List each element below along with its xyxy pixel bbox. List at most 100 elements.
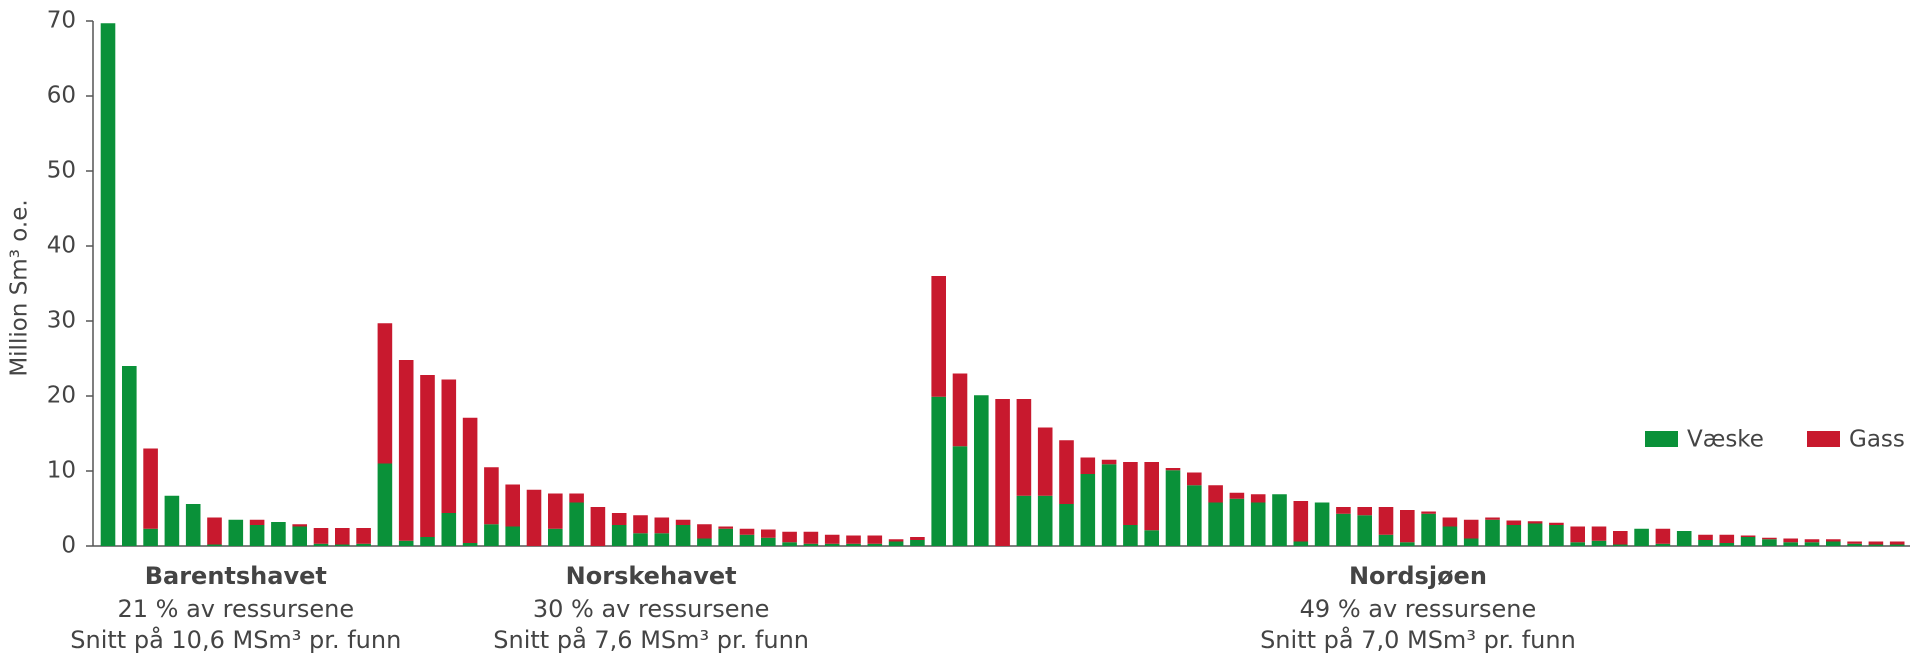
bar-segment bbox=[1485, 519, 1500, 546]
bar-segment bbox=[377, 463, 393, 546]
bar-segment bbox=[1016, 495, 1032, 546]
bar-segment bbox=[1336, 507, 1351, 514]
bar-segment bbox=[484, 524, 499, 546]
bar-segment bbox=[654, 533, 670, 546]
bar-segment bbox=[888, 539, 904, 542]
group-title: Nordsjøen bbox=[1349, 562, 1487, 590]
bar-segment bbox=[122, 366, 137, 546]
bar-segment bbox=[1421, 513, 1436, 546]
bar-segment bbox=[313, 528, 329, 544]
y-tick-label: 40 bbox=[47, 233, 76, 259]
bar-segment bbox=[739, 534, 755, 546]
bar-segment bbox=[782, 542, 797, 546]
group-note: Snitt på 7,0 MSm³ pr. funn bbox=[1260, 625, 1576, 654]
bar-segment bbox=[1400, 542, 1415, 546]
bar-segment bbox=[569, 493, 584, 503]
bar-segment bbox=[1570, 542, 1585, 546]
bar-segment bbox=[1570, 526, 1585, 543]
bar-segment bbox=[824, 534, 840, 544]
bar-segment bbox=[1400, 510, 1415, 543]
bar-segment bbox=[1506, 525, 1522, 546]
legend-label: Væske bbox=[1687, 427, 1764, 453]
bar-segment bbox=[1357, 515, 1372, 546]
bar-segment bbox=[718, 526, 733, 529]
bar-segment bbox=[1783, 538, 1798, 543]
bar-segment bbox=[164, 495, 180, 546]
bar-segment bbox=[1676, 531, 1692, 546]
bar-segment bbox=[1229, 498, 1245, 546]
bar-segment bbox=[611, 525, 627, 546]
bar-segment bbox=[1442, 526, 1458, 546]
bar-segment bbox=[995, 399, 1010, 546]
bar-segment bbox=[761, 537, 776, 546]
bar-segment bbox=[1037, 427, 1053, 496]
bar-segment bbox=[1549, 525, 1564, 546]
bar-segment bbox=[1889, 544, 1905, 546]
bar-segment bbox=[952, 373, 968, 447]
y-tick-label: 50 bbox=[47, 158, 76, 184]
bar-segment bbox=[1847, 543, 1862, 546]
bar-segment bbox=[249, 525, 265, 546]
bar-segment bbox=[377, 323, 393, 464]
bar-segment bbox=[1293, 501, 1309, 542]
bar-segment bbox=[654, 517, 670, 534]
bar-segment bbox=[867, 543, 883, 546]
bar-segment bbox=[1272, 494, 1287, 546]
bar-segment bbox=[228, 519, 244, 546]
bar-segment bbox=[1826, 539, 1841, 542]
bar-segment bbox=[143, 448, 158, 529]
bar-segment bbox=[1463, 538, 1479, 546]
group-note: 21 % av ressursene bbox=[118, 595, 355, 623]
bar-segment bbox=[143, 528, 158, 546]
bar-segment bbox=[931, 276, 946, 397]
bar-segment bbox=[207, 544, 222, 546]
bar-segment bbox=[1293, 541, 1309, 546]
bar-segment bbox=[1378, 507, 1394, 535]
bar-segment bbox=[1101, 464, 1117, 546]
y-tick-label: 30 bbox=[47, 308, 76, 334]
bar-segment bbox=[1208, 485, 1223, 503]
bar-segment bbox=[1740, 537, 1756, 546]
bar-segment bbox=[1250, 502, 1266, 546]
bar-segment bbox=[271, 522, 286, 546]
bar-segment bbox=[782, 531, 797, 543]
bar-segment bbox=[1762, 537, 1777, 540]
legend-label: Gass bbox=[1849, 427, 1905, 453]
bar-segment bbox=[888, 541, 904, 546]
bar-segment bbox=[1229, 492, 1245, 499]
bar-segment bbox=[633, 515, 648, 534]
bar-segment bbox=[1719, 543, 1735, 546]
bar-segment bbox=[590, 507, 606, 546]
bar-segment bbox=[1868, 541, 1884, 545]
bar-segment bbox=[846, 535, 861, 544]
bar-segment bbox=[611, 513, 627, 525]
bar-segment bbox=[1783, 542, 1798, 546]
bar-segment bbox=[505, 526, 520, 546]
bar-segment bbox=[569, 502, 584, 546]
bar-segment bbox=[1165, 468, 1181, 471]
y-tick-label: 70 bbox=[47, 8, 76, 34]
bar-segment bbox=[739, 528, 755, 535]
bar-segment bbox=[824, 543, 840, 546]
bar-segment bbox=[1059, 440, 1074, 504]
bar-segment bbox=[846, 543, 861, 546]
bar-segment bbox=[292, 526, 307, 546]
bar-segment bbox=[1123, 462, 1138, 525]
bar-segment bbox=[1187, 472, 1202, 486]
group-note: 49 % av ressursene bbox=[1300, 595, 1537, 623]
bar-segment bbox=[398, 540, 414, 546]
bar-segment bbox=[1123, 525, 1138, 546]
bar-segment bbox=[1357, 507, 1372, 516]
bar-segment bbox=[249, 519, 265, 525]
bar-segment bbox=[1613, 544, 1628, 546]
bar-segment bbox=[505, 484, 520, 527]
bar-segment bbox=[1698, 540, 1713, 546]
bar-segment bbox=[1080, 474, 1096, 546]
bar-segment bbox=[675, 519, 691, 525]
bar-segment bbox=[1549, 522, 1564, 525]
bar-segment bbox=[1250, 494, 1266, 503]
bar-segment bbox=[1591, 526, 1607, 541]
bar-segment bbox=[1421, 511, 1436, 514]
bar-segment bbox=[1847, 541, 1862, 544]
bar-segment bbox=[1101, 459, 1117, 465]
